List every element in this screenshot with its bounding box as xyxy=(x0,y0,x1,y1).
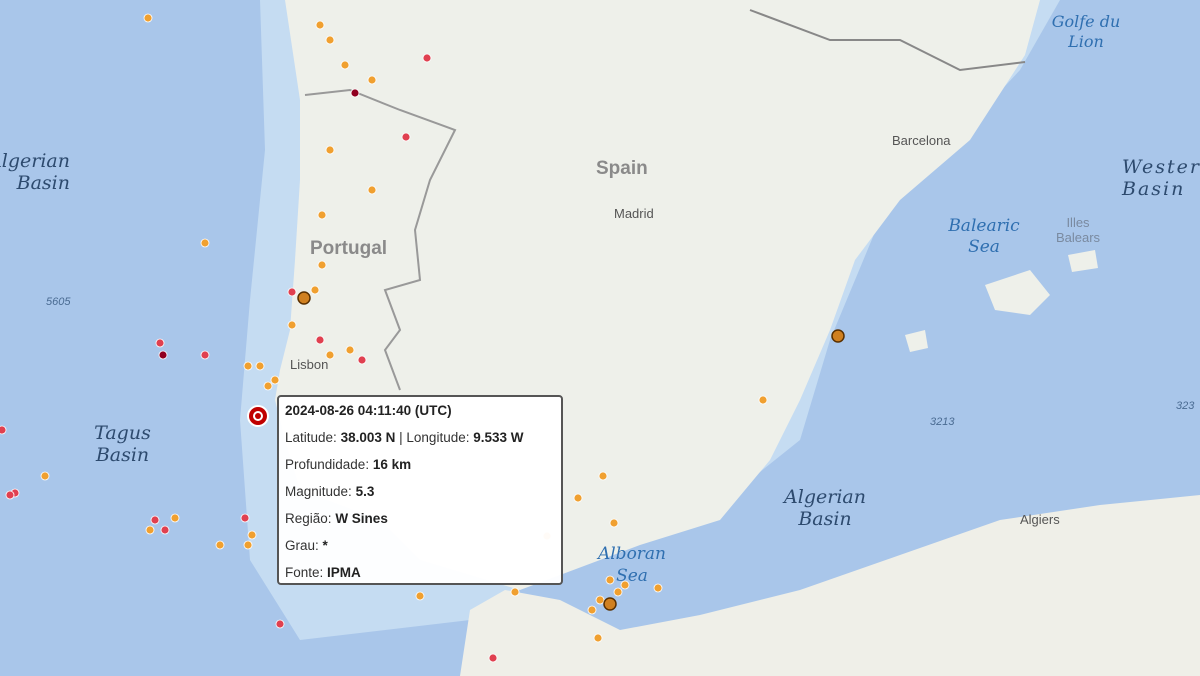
earthquake-marker[interactable] xyxy=(155,338,165,348)
earthquake-marker[interactable] xyxy=(587,605,597,615)
popup-datetime: 2024-08-26 04:11:40 (UTC) xyxy=(285,403,452,418)
earthquake-marker[interactable] xyxy=(340,60,350,70)
earthquake-marker[interactable] xyxy=(593,633,603,643)
earthquake-marker[interactable] xyxy=(315,20,325,30)
earthquake-marker[interactable] xyxy=(200,238,210,248)
earthquake-marker[interactable] xyxy=(573,493,583,503)
portugal-spain-border xyxy=(304,88,457,391)
earthquake-marker[interactable] xyxy=(401,132,411,142)
selected-earthquake-marker[interactable] xyxy=(255,413,261,419)
label-lisbon: Lisbon xyxy=(290,357,329,372)
label-illes-balears: Illes Balears xyxy=(1055,215,1101,245)
earthquake-marker[interactable] xyxy=(287,287,297,297)
source-label: Fonte: xyxy=(285,565,324,580)
earthquake-marker[interactable] xyxy=(145,525,155,535)
earthquake-marker[interactable] xyxy=(603,597,617,611)
earthquake-marker[interactable] xyxy=(325,35,335,45)
earthquake-marker[interactable] xyxy=(255,361,265,371)
earthquake-marker[interactable] xyxy=(158,350,168,360)
mallorca xyxy=(985,270,1050,315)
earthquake-marker[interactable] xyxy=(613,587,623,597)
ibiza xyxy=(905,330,928,352)
label-golfe-du-lion: Golfe du Lion xyxy=(1051,12,1121,51)
earthquake-marker[interactable] xyxy=(5,490,15,500)
earthquake-marker[interactable] xyxy=(367,75,377,85)
source-value: IPMA xyxy=(327,565,361,580)
earthquake-marker[interactable] xyxy=(170,513,180,523)
longitude-value: 9.533 W xyxy=(473,430,524,445)
earthquake-marker[interactable] xyxy=(357,355,367,365)
earthquake-marker[interactable] xyxy=(297,291,311,305)
earthquake-marker[interactable] xyxy=(40,471,50,481)
earthquake-marker[interactable] xyxy=(0,425,7,435)
latitude-value: 38.003 N xyxy=(340,430,396,445)
label-algerian-basin: Algerian Basin xyxy=(784,486,866,530)
earthquake-marker[interactable] xyxy=(287,320,297,330)
earthquake-marker[interactable] xyxy=(620,580,630,590)
grau-label: Grau: xyxy=(285,538,319,553)
label-algerian-basin-west: Algerian Basin xyxy=(0,150,70,194)
label-algiers: Algiers xyxy=(1020,512,1060,527)
earthquake-marker[interactable] xyxy=(595,595,605,605)
earthquake-marker[interactable] xyxy=(263,381,273,391)
depth-label: 5605 xyxy=(46,296,71,308)
earthquake-marker[interactable] xyxy=(317,210,327,220)
earthquake-marker[interactable] xyxy=(605,575,615,585)
region-label: Região: xyxy=(285,511,332,526)
france-border xyxy=(749,9,1026,72)
earthquake-marker[interactable] xyxy=(243,540,253,550)
depth-label: Profundidade: xyxy=(285,457,370,472)
earthquake-marker[interactable] xyxy=(215,540,225,550)
longitude-label: Longitude: xyxy=(406,430,470,445)
label-balearic-sea: Balearic Sea xyxy=(948,216,1020,257)
region-value: W Sines xyxy=(335,511,388,526)
label-alboran-sea: Alboran Sea xyxy=(597,544,667,586)
earthquake-marker[interactable] xyxy=(160,525,170,535)
depth-value: 16 km xyxy=(372,457,412,472)
earthquake-marker[interactable] xyxy=(325,350,335,360)
magnitude-value: 5.3 xyxy=(355,484,375,499)
earthquake-marker[interactable] xyxy=(143,13,153,23)
label-madrid: Madrid xyxy=(614,206,654,221)
earthquake-marker[interactable] xyxy=(317,260,327,270)
earthquake-marker[interactable] xyxy=(150,515,160,525)
earthquake-popup: 2024-08-26 04:11:40 (UTC) Latitude: 38.0… xyxy=(277,395,563,585)
earthquake-marker[interactable] xyxy=(315,335,325,345)
label-portugal: Portugal xyxy=(310,238,388,259)
earthquake-marker[interactable] xyxy=(275,619,285,629)
earthquake-marker[interactable] xyxy=(243,361,253,371)
earthquake-marker[interactable] xyxy=(367,185,377,195)
depth-label: 3213 xyxy=(930,416,955,428)
earthquake-marker[interactable] xyxy=(609,518,619,528)
earthquake-marker[interactable] xyxy=(831,329,845,343)
earthquake-marker[interactable] xyxy=(310,285,320,295)
earthquake-marker[interactable] xyxy=(350,88,360,98)
magnitude-label: Magnitude: xyxy=(285,484,352,499)
earthquake-marker[interactable] xyxy=(488,653,498,663)
earthquake-marker[interactable] xyxy=(240,513,250,523)
earthquake-marker[interactable] xyxy=(345,345,355,355)
separator: | xyxy=(399,430,403,445)
earthquake-marker[interactable] xyxy=(270,375,280,385)
earthquake-marker[interactable] xyxy=(415,591,425,601)
earthquake-marker[interactable] xyxy=(247,530,257,540)
latitude-label: Latitude: xyxy=(285,430,337,445)
grau-value: * xyxy=(322,538,328,553)
africa-land xyxy=(460,495,1200,676)
menorca xyxy=(1068,250,1098,272)
label-tagus-basin: Tagus Basin xyxy=(94,422,151,466)
label-spain: Spain xyxy=(596,158,648,179)
label-western-basin: Western Basin xyxy=(1122,156,1200,200)
earthquake-marker[interactable] xyxy=(422,53,432,63)
label-barcelona: Barcelona xyxy=(892,133,951,148)
depth-label: 323 xyxy=(1176,400,1195,412)
earthquake-marker[interactable] xyxy=(325,145,335,155)
earthquake-marker[interactable] xyxy=(598,471,608,481)
earthquake-marker[interactable] xyxy=(758,395,768,405)
earthquake-marker[interactable] xyxy=(200,350,210,360)
earthquake-marker[interactable] xyxy=(653,583,663,593)
earthquake-marker[interactable] xyxy=(510,587,520,597)
